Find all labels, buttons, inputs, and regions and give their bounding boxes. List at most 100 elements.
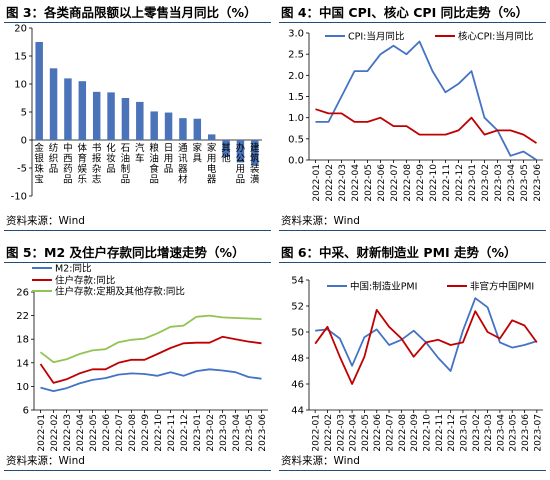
- category-label: 体育娱乐: [78, 142, 88, 186]
- bar: [222, 140, 230, 157]
- category-label: 化妆品: [106, 142, 116, 175]
- title-rule: [4, 22, 271, 23]
- series-line: [39, 314, 262, 364]
- title-rule: [279, 22, 546, 23]
- x-tick-label: 2023-06: [521, 414, 531, 452]
- series-line: [314, 309, 538, 385]
- category-label: 建筑装潢: [250, 142, 260, 186]
- title-rule: [4, 262, 271, 263]
- y-tick-label: 10: [16, 382, 29, 393]
- bar: [193, 118, 202, 140]
- chart-panel-m2: 图 5：M2 及住户存款同比增速走势（%） 6 10 14 18 22 26 2022-01…: [0, 240, 275, 480]
- y-tick-label: 2.5: [288, 50, 304, 61]
- x-tick-label: 2022-10: [429, 164, 439, 202]
- category-label: 汽车: [135, 142, 145, 165]
- bottom-rule: [4, 230, 271, 231]
- x-tick-label: 2022-02: [324, 414, 334, 452]
- x-tick-label: 2023-01: [468, 164, 478, 202]
- category-label: 粮油食品: [149, 142, 159, 186]
- x-tick-label: 2023-04: [507, 164, 517, 202]
- series-line: [40, 368, 262, 393]
- bar: [150, 111, 158, 140]
- category-label: 其他: [221, 143, 231, 165]
- category-label: 书报杂志: [92, 143, 102, 186]
- y-tick-label: 0: [21, 136, 27, 147]
- chart-panel-retail: 图 3：各类商品限额以上零售当月同比（%） -10 -5 0 5 10 15 20 金银珠宝纺…: [0, 0, 275, 240]
- x-tick-label: 2022-10: [154, 414, 164, 452]
- y-tick-label: 15: [14, 52, 27, 63]
- x-tick-label: 2022-01: [312, 414, 322, 452]
- x-tick-label: 2023-05: [520, 164, 530, 202]
- y-tick-label: 10: [14, 80, 27, 91]
- category-label: 家具: [193, 142, 203, 165]
- y-tick-label: 2.0: [288, 71, 304, 82]
- bar: [164, 112, 173, 140]
- chart-title: 图 5：M2 及住户存款同比增速走势（%）: [6, 245, 245, 260]
- category-label: 家用电器: [207, 142, 217, 186]
- bar: [236, 140, 245, 163]
- source-note: 资料来源：Wind: [6, 215, 85, 227]
- bottom-rule: [279, 470, 546, 471]
- y-tick-label: 50: [291, 328, 304, 339]
- x-tick-label: 2023-03: [494, 164, 504, 202]
- y-tick-label: 1.5: [288, 92, 304, 103]
- x-tick-label: 2022-04: [349, 414, 359, 452]
- x-tick-label: 2022-09: [410, 414, 420, 452]
- x-tick-label: 2022-11: [442, 164, 452, 202]
- bar: [179, 118, 187, 140]
- x-tick-label: 2022-05: [364, 164, 374, 202]
- y-tick-label: 26: [16, 288, 29, 299]
- y-tick-label: 22: [16, 311, 29, 322]
- x-tick-label: 2023-06: [258, 414, 268, 452]
- y-tick-label: 18: [16, 335, 29, 346]
- y-tick-label: 0.0: [288, 156, 304, 167]
- legend-label: 核心CPI:当月同比: [458, 31, 533, 43]
- title-rule: [279, 262, 546, 263]
- chart-panel-cpi: 图 4：中国 CPI、核心 CPI 同比走势（%） 0.0 0.5 1.0 1.5 2.…: [275, 0, 550, 240]
- chart-title: 图 4：中国 CPI、核心 CPI 同比走势（%）: [281, 5, 529, 20]
- legend-label: CPI:当月同比: [348, 31, 404, 43]
- chart-title: 图 3：各类商品限额以上零售当月同比（%）: [6, 5, 257, 20]
- x-tick-label: 2023-03: [484, 414, 494, 452]
- x-tick-label: 2022-06: [373, 414, 383, 452]
- series-line: [315, 108, 537, 144]
- y-tick-label: -10: [11, 192, 27, 203]
- y-tick-label: 48: [291, 354, 304, 365]
- x-tick-label: 2022-04: [351, 164, 361, 202]
- bar-chart-retail: -10 -5 0 5 10 15 20 金银珠宝纺织品中西药品体育娱乐书报杂志化妆品石油制品汽…: [11, 24, 262, 203]
- x-tick-label: 2023-01: [459, 414, 469, 452]
- x-tick-label: 2022-10: [423, 414, 433, 452]
- x-tick-label: 2023-06: [533, 164, 543, 202]
- category-label: 金银珠宝: [34, 142, 44, 186]
- y-tick-label: 6: [23, 406, 29, 417]
- x-tick-label: 2023-04: [232, 414, 242, 452]
- x-tick-label: 2022-12: [447, 414, 457, 452]
- series-line: [39, 335, 262, 384]
- category-label: 日用品: [164, 143, 174, 175]
- y-tick-label: 14: [16, 358, 29, 369]
- y-tick-label: 0.5: [288, 134, 304, 145]
- bar: [78, 81, 87, 140]
- x-tick-label: 2022-11: [435, 414, 445, 452]
- x-tick-label: 2022-03: [338, 164, 348, 202]
- x-tick-label: 2022-08: [128, 414, 138, 452]
- x-tick-label: 2022-05: [361, 414, 371, 452]
- x-tick-label: 2022-04: [76, 414, 86, 452]
- bottom-rule: [279, 230, 546, 231]
- x-tick-label: 2022-09: [416, 164, 426, 202]
- bar: [49, 68, 58, 140]
- legend-label: 中国:制造业PMI: [350, 281, 417, 293]
- bottom-rule: [4, 470, 271, 471]
- x-tick-label: 2023-05: [509, 414, 519, 452]
- x-tick-label: 2022-01: [37, 414, 47, 452]
- line-chart-pmi: 44 46 48 50 52 54 2022-01 2022-02 2022-03 2022-04…: [291, 276, 543, 452]
- y-tick-label: 46: [291, 380, 304, 391]
- x-tick-label: 2023-03: [219, 414, 229, 452]
- x-tick-label: 2022-02: [325, 164, 335, 202]
- bar: [64, 78, 72, 140]
- category-label: 中西药品: [63, 142, 73, 186]
- source-note: 资料来源：Wind: [281, 455, 360, 467]
- legend-label: 住户存款:同比: [55, 275, 115, 287]
